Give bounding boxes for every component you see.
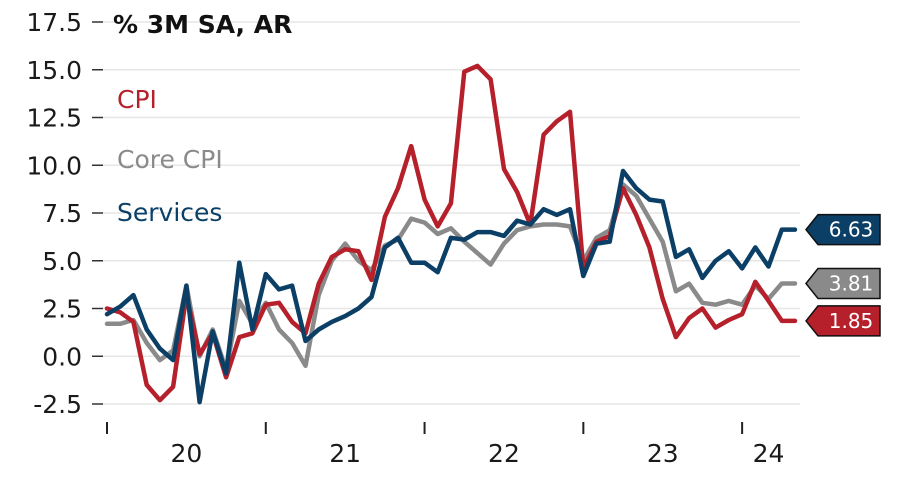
x-tick-label: 22 [488,439,520,468]
legend: CPI Core CPI Services [117,85,223,227]
y-tick-label: 10.0 [26,151,82,180]
end-label-services: 6.63 [829,218,874,242]
x-tick-label: 23 [647,439,679,468]
end-label-cpi: 1.85 [829,309,874,333]
y-tick-label: 0.0 [42,342,82,371]
y-tick-label: 17.5 [26,8,82,37]
x-tick-label: 24 [753,439,785,468]
end-label-box-cpi [805,305,881,337]
y-tick-label: 2.5 [42,295,82,324]
y-tick-label: 12.5 [26,104,82,133]
end-labels: 1.85 3.81 6.63 [805,213,881,337]
y-tick-label: 15.0 [26,56,82,85]
legend-entry-core-cpi: Core CPI [117,145,223,174]
x-tick-label: 20 [170,439,202,468]
end-label-box-services [805,213,881,246]
legend-entry-services: Services [117,198,222,227]
y-tick-label: -2.5 [33,390,82,419]
end-label-core-cpi: 3.81 [829,271,874,295]
end-label-box-core-cpi [805,267,881,300]
legend-entry-cpi: CPI [117,85,157,114]
series-line-services [104,168,798,405]
y-axis-label: % 3M SA, AR [113,10,292,39]
series-lines [104,63,798,405]
x-tick-label: 21 [329,439,361,468]
y-tick-label: 5.0 [42,247,82,276]
y-tick-label: 7.5 [42,199,82,228]
y-axis: -2.5 0.0 2.5 5.0 7.5 10.0 12.5 15.0 17.5 [26,8,103,419]
x-axis: 20 21 22 23 24 [106,422,785,468]
